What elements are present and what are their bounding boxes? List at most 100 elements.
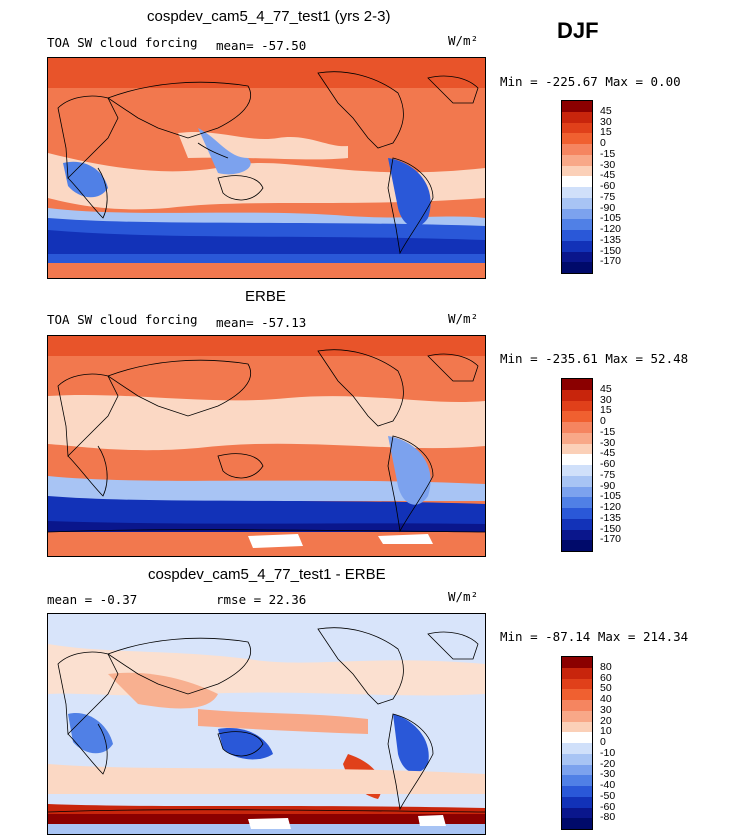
colorbar-tick-label: -75 [600, 468, 616, 481]
panel3-minmax: Min = -87.14 Max = 214.34 [500, 629, 689, 644]
colorbar-tick-label: 20 [600, 714, 612, 727]
colorbar-segment [562, 529, 592, 541]
colorbar-tick-label: 45 [600, 104, 612, 117]
colorbar-segment [562, 518, 592, 530]
colorbar-segment [562, 187, 592, 198]
colorbar-segment [562, 251, 592, 263]
colorbar-tick-label: 0 [600, 736, 606, 748]
colorbar-tick-label: -60 [600, 458, 616, 470]
colorbar-tick-label: -150 [600, 522, 622, 535]
colorbar-segment [562, 240, 592, 252]
colorbar-segment [562, 667, 592, 679]
colorbar-tick-label: -60 [600, 180, 616, 192]
colorbar-segment [562, 165, 592, 177]
season-label: DJF [557, 18, 599, 43]
colorbar-segment [562, 432, 592, 444]
colorbar-segment [562, 197, 592, 209]
colorbar-tick-label: -30 [600, 436, 616, 449]
colorbar-segment [562, 230, 592, 241]
colorbar-segment [562, 379, 592, 390]
colorbar-tick-label: -30 [600, 768, 616, 781]
panel3-colorbar [561, 656, 593, 830]
colorbar-tick-label: -105 [600, 490, 622, 503]
colorbar-segment [562, 775, 592, 786]
colorbar-segment [562, 219, 592, 230]
colorbar-segment [562, 475, 592, 487]
colorbar-segment [562, 508, 592, 519]
colorbar-tick-label: -120 [600, 223, 622, 235]
colorbar-tick-label: -75 [600, 190, 616, 203]
colorbar-segment [562, 497, 592, 508]
panel1-mean: mean= -57.50 [216, 38, 307, 53]
panel3-colorbar-ticks: 80 60 50 40 30 20 10 0 -10 -20 -30 -40 -50 -60 -80 [600, 656, 660, 828]
colorbar-segment [562, 454, 592, 465]
colorbar-tick-label: 15 [600, 126, 612, 139]
colorbar-segment [562, 743, 592, 754]
colorbar-tick-label: 10 [600, 725, 612, 738]
panel1-map [47, 57, 486, 279]
panel1-minmax: Min = -225.67 Max = 0.00 [500, 74, 681, 89]
panel3-mean: mean = -0.37 [47, 592, 138, 607]
colorbar-tick-label: 0 [600, 137, 606, 149]
colorbar-tick-label: 60 [600, 671, 612, 684]
panel1-units: W/m² [448, 33, 479, 48]
colorbar-tick-label: 45 [600, 382, 612, 395]
colorbar-segment [562, 176, 592, 187]
colorbar-tick-label: 80 [600, 660, 612, 673]
colorbar-tick-label: -50 [600, 789, 616, 802]
colorbar-tick-label: 30 [600, 703, 612, 716]
panel2-map [47, 335, 486, 557]
colorbar-tick-label: -135 [600, 233, 622, 246]
colorbar-tick-label: 15 [600, 404, 612, 417]
colorbar-segment [562, 796, 592, 808]
colorbar-tick-label: -60 [600, 800, 616, 813]
colorbar-tick-label: -15 [600, 147, 616, 160]
colorbar-segment [562, 786, 592, 797]
colorbar-segment [562, 732, 592, 743]
colorbar-tick-label: 50 [600, 682, 612, 695]
colorbar-segment [562, 540, 592, 551]
panel1-colorbar-ticks: 45 30 15 0 -15 -30 -45 -60 -75 -90 -105 -120 -135 -15… [600, 100, 660, 272]
panel2-mean: mean= -57.13 [216, 315, 307, 330]
colorbar-tick-label: -150 [600, 244, 622, 257]
colorbar-tick-label: -170 [600, 533, 622, 546]
colorbar-segment [562, 721, 592, 733]
colorbar-tick-label: -20 [600, 757, 616, 770]
panel2-title: ERBE [245, 288, 286, 305]
panel2-minmax: Min = -235.61 Max = 52.48 [500, 351, 689, 366]
colorbar-tick-label: -30 [600, 158, 616, 171]
colorbar-segment [562, 411, 592, 422]
colorbar-tick-label: -10 [600, 746, 616, 759]
colorbar-segment [562, 443, 592, 455]
colorbar-segment [562, 422, 592, 433]
panel1-title: cospdev_cam5_4_77_test1 (yrs 2-3) [147, 8, 391, 25]
colorbar-segment [562, 465, 592, 476]
colorbar-tick-label: -135 [600, 511, 622, 524]
panel1-colorbar [561, 100, 593, 274]
colorbar-tick-label: 0 [600, 415, 606, 427]
colorbar-tick-label: -45 [600, 447, 616, 460]
panel1-variable: TOA SW cloud forcing [47, 35, 198, 50]
colorbar-segment [562, 678, 592, 690]
colorbar-tick-label: -90 [600, 201, 616, 214]
colorbar-segment [562, 122, 592, 134]
colorbar-segment [562, 657, 592, 668]
panel2-colorbar-ticks: 45 30 15 0 -15 -30 -45 -60 -75 -90 -105 -120 -135 -15… [600, 378, 660, 550]
colorbar-segment [562, 154, 592, 166]
colorbar-segment [562, 764, 592, 776]
colorbar-tick-label: -90 [600, 479, 616, 492]
colorbar-segment [562, 208, 592, 220]
colorbar-segment [562, 133, 592, 144]
colorbar-segment [562, 689, 592, 700]
colorbar-segment [562, 807, 592, 819]
colorbar-segment [562, 111, 592, 123]
colorbar-tick-label: 40 [600, 693, 612, 705]
panel3-rmse: rmse = 22.36 [216, 592, 307, 607]
colorbar-segment [562, 101, 592, 112]
colorbar-segment [562, 710, 592, 722]
colorbar-tick-label: -40 [600, 779, 616, 791]
colorbar-tick-label: -170 [600, 255, 622, 268]
colorbar-segment [562, 389, 592, 401]
colorbar-segment [562, 262, 592, 273]
colorbar-segment [562, 486, 592, 498]
